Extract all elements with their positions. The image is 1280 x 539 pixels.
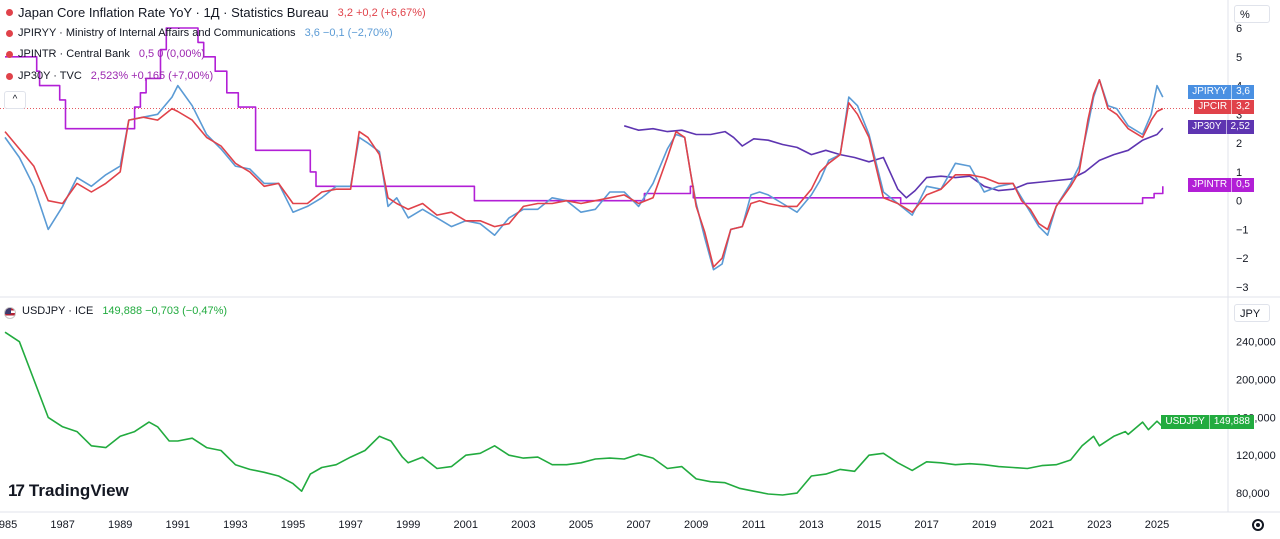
tag-value: 0,5 bbox=[1231, 178, 1254, 192]
y-tick-label: 2 bbox=[1236, 138, 1242, 150]
tag-value: 149,888 bbox=[1208, 415, 1254, 429]
x-tick-label: 1989 bbox=[108, 519, 132, 531]
y-tick-label: 3 bbox=[1236, 109, 1242, 121]
x-tick-label: 2011 bbox=[742, 519, 766, 531]
tag-value: 3,2 bbox=[1231, 100, 1254, 114]
tag-jp30y: JP30Y 2,52 bbox=[1188, 120, 1254, 134]
legend-values: 3,2 +0,2 (+6,67%) bbox=[337, 6, 426, 19]
collapse-legend-button[interactable]: ^ bbox=[4, 91, 26, 109]
legend-values: 149,888 −0,703 (−0,47%) bbox=[102, 305, 228, 317]
legend-jpintr[interactable]: JPINTR · Central Bank 0,5 0 (0,00%) bbox=[6, 48, 205, 60]
us-flag-icon bbox=[4, 307, 16, 319]
x-tick-label: 2019 bbox=[972, 519, 996, 531]
series-line-jpiryy bbox=[4, 79, 1164, 271]
legend-name: USDJPY · ICE bbox=[22, 305, 94, 317]
tag-name: JPIRYY bbox=[1192, 86, 1228, 97]
tradingview-logo-icon: 17 bbox=[8, 481, 25, 500]
tag-name: JP30Y bbox=[1192, 121, 1222, 132]
tag-value: 2,52 bbox=[1225, 120, 1254, 134]
tag-jpintr: JPINTR 0,5 bbox=[1188, 178, 1254, 192]
settings-gear-icon[interactable] bbox=[1252, 519, 1264, 531]
x-tick-label: 2005 bbox=[569, 519, 593, 531]
legend-main-series[interactable]: Japan Core Inflation Rate YoY · 1Д · Sta… bbox=[6, 5, 426, 20]
legend-usdjpy[interactable]: USDJPY · ICE 149,888 −0,703 (−0,47%) bbox=[22, 305, 227, 317]
legend-dot-icon bbox=[6, 29, 13, 37]
x-tick-label: 2003 bbox=[511, 519, 535, 531]
x-tick-label: 2023 bbox=[1087, 519, 1111, 531]
legend-jpiryy[interactable]: JPIRYY · Ministry of Internal Affairs an… bbox=[6, 27, 393, 39]
tag-name: JPINTR bbox=[1192, 179, 1228, 190]
tag-jpiryy: JPIRYY 3,6 bbox=[1188, 85, 1254, 99]
y-tick-label: 120,000 bbox=[1236, 450, 1276, 462]
tag-name: JPCIR bbox=[1198, 101, 1228, 112]
x-tick-label: 1999 bbox=[396, 519, 420, 531]
tradingview-logo[interactable]: 17 TradingView bbox=[8, 481, 129, 501]
series-line-jp30y bbox=[623, 125, 1164, 199]
x-tick-label: 1991 bbox=[166, 519, 190, 531]
y-tick-label: 0 bbox=[1236, 196, 1242, 208]
y-tick-label: −1 bbox=[1236, 224, 1249, 236]
legend-values: 2,523% +0,165 (+7,00%) bbox=[90, 70, 214, 82]
y-tick-label: 200,000 bbox=[1236, 375, 1276, 387]
x-tick-label: 2013 bbox=[799, 519, 823, 531]
legend-name: JP30Y · TVC bbox=[18, 70, 82, 82]
legend-jp30y[interactable]: JP30Y · TVC 2,523% +0,165 (+7,00%) bbox=[6, 70, 213, 82]
x-tick-label: 2007 bbox=[626, 519, 650, 531]
series-line-usdjpy bbox=[4, 331, 1164, 496]
bottom-unit-selector[interactable]: JPY bbox=[1234, 304, 1270, 322]
legend-values: 3,6 −0,1 (−2,70%) bbox=[304, 27, 393, 39]
legend-name: JPINTR · Central Bank bbox=[18, 48, 130, 60]
top-unit-selector[interactable]: % bbox=[1234, 5, 1270, 23]
x-tick-label: 2015 bbox=[857, 519, 881, 531]
y-tick-label: −2 bbox=[1236, 253, 1249, 265]
legend-dot-icon bbox=[6, 9, 13, 16]
x-tick-label: 2017 bbox=[914, 519, 938, 531]
x-tick-label: 2025 bbox=[1145, 519, 1169, 531]
legend-dot-icon bbox=[6, 50, 13, 58]
y-tick-label: 6 bbox=[1236, 23, 1242, 35]
y-tick-label: −3 bbox=[1236, 282, 1249, 294]
legend-values: 0,5 0 (0,00%) bbox=[138, 48, 205, 60]
x-tick-label: 1993 bbox=[223, 519, 247, 531]
tag-jpcir: JPCIR 3,2 bbox=[1194, 100, 1254, 114]
legend-name: JPIRYY · Ministry of Internal Affairs an… bbox=[18, 27, 296, 39]
x-tick-label: 2009 bbox=[684, 519, 708, 531]
tag-name: USDJPY bbox=[1165, 416, 1205, 427]
tag-usdjpy: USDJPY 149,888 bbox=[1161, 415, 1254, 429]
y-tick-label: 80,000 bbox=[1236, 488, 1270, 500]
tag-value: 3,6 bbox=[1231, 85, 1254, 99]
series-line-jpcir bbox=[4, 79, 1164, 268]
legend-dot-icon bbox=[6, 72, 13, 80]
x-tick-label: 1985 bbox=[0, 519, 17, 531]
y-tick-label: 240,000 bbox=[1236, 337, 1276, 349]
y-tick-label: 1 bbox=[1236, 167, 1242, 179]
x-tick-label: 1997 bbox=[338, 519, 362, 531]
y-tick-label: 5 bbox=[1236, 52, 1242, 64]
legend-name: Japan Core Inflation Rate YoY · 1Д · Sta… bbox=[18, 5, 329, 20]
x-tick-label: 2001 bbox=[454, 519, 478, 531]
x-tick-label: 1987 bbox=[50, 519, 74, 531]
x-tick-label: 2021 bbox=[1030, 519, 1054, 531]
tradingview-logo-text: TradingView bbox=[28, 481, 129, 500]
x-tick-label: 1995 bbox=[281, 519, 305, 531]
